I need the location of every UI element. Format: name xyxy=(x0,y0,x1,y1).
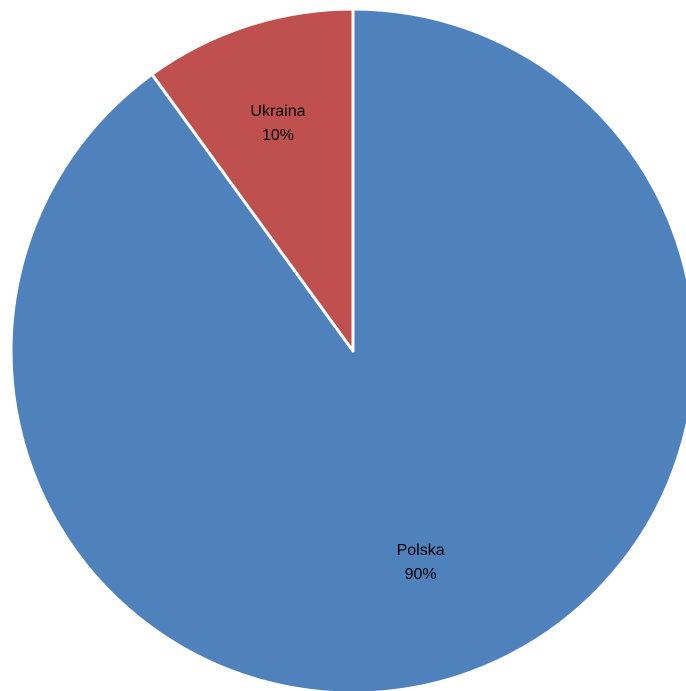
pie-slice-polska xyxy=(9,7,686,691)
data-label-polska: Polska 90% xyxy=(397,542,445,583)
pie-slice-ukraina xyxy=(150,7,355,353)
data-label-category: Ukraina xyxy=(250,103,305,120)
data-label-category: Polska xyxy=(397,542,445,559)
pie-slices xyxy=(9,7,686,691)
data-label-value: 10% xyxy=(262,127,294,144)
data-label-ukraina: Ukraina 10% xyxy=(250,103,305,144)
pie-data-labels: Polska 90% Ukraina 10% xyxy=(250,103,444,583)
data-label-value: 90% xyxy=(405,566,437,583)
